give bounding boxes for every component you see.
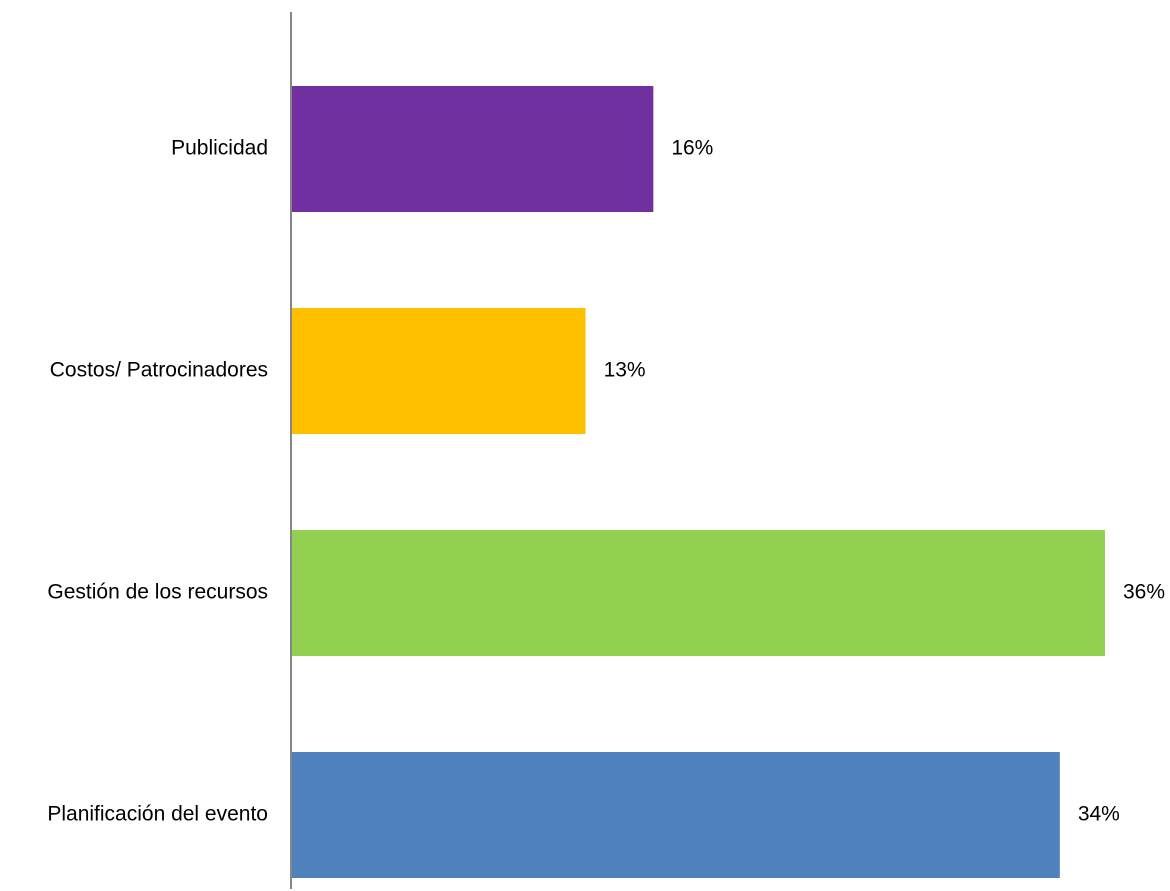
value-label: 13%	[604, 359, 646, 382]
bar	[292, 86, 654, 212]
bars-group	[292, 86, 1105, 878]
value-label: 36%	[1123, 581, 1165, 604]
value-label: 16%	[671, 137, 713, 160]
bar	[292, 530, 1105, 656]
category-label: Costos/ Patrocinadores	[50, 359, 268, 382]
category-label: Publicidad	[171, 137, 268, 160]
category-labels: Publicidad Costos/ Patrocinadores Gestión …	[47, 137, 268, 826]
value-labels: 16% 13% 36% 34%	[604, 137, 1165, 826]
category-label: Gestión de los recursos	[47, 581, 268, 604]
category-label: Planificación del evento	[47, 803, 268, 826]
value-label: 34%	[1078, 803, 1120, 826]
bar	[292, 752, 1060, 878]
bar	[292, 308, 586, 434]
